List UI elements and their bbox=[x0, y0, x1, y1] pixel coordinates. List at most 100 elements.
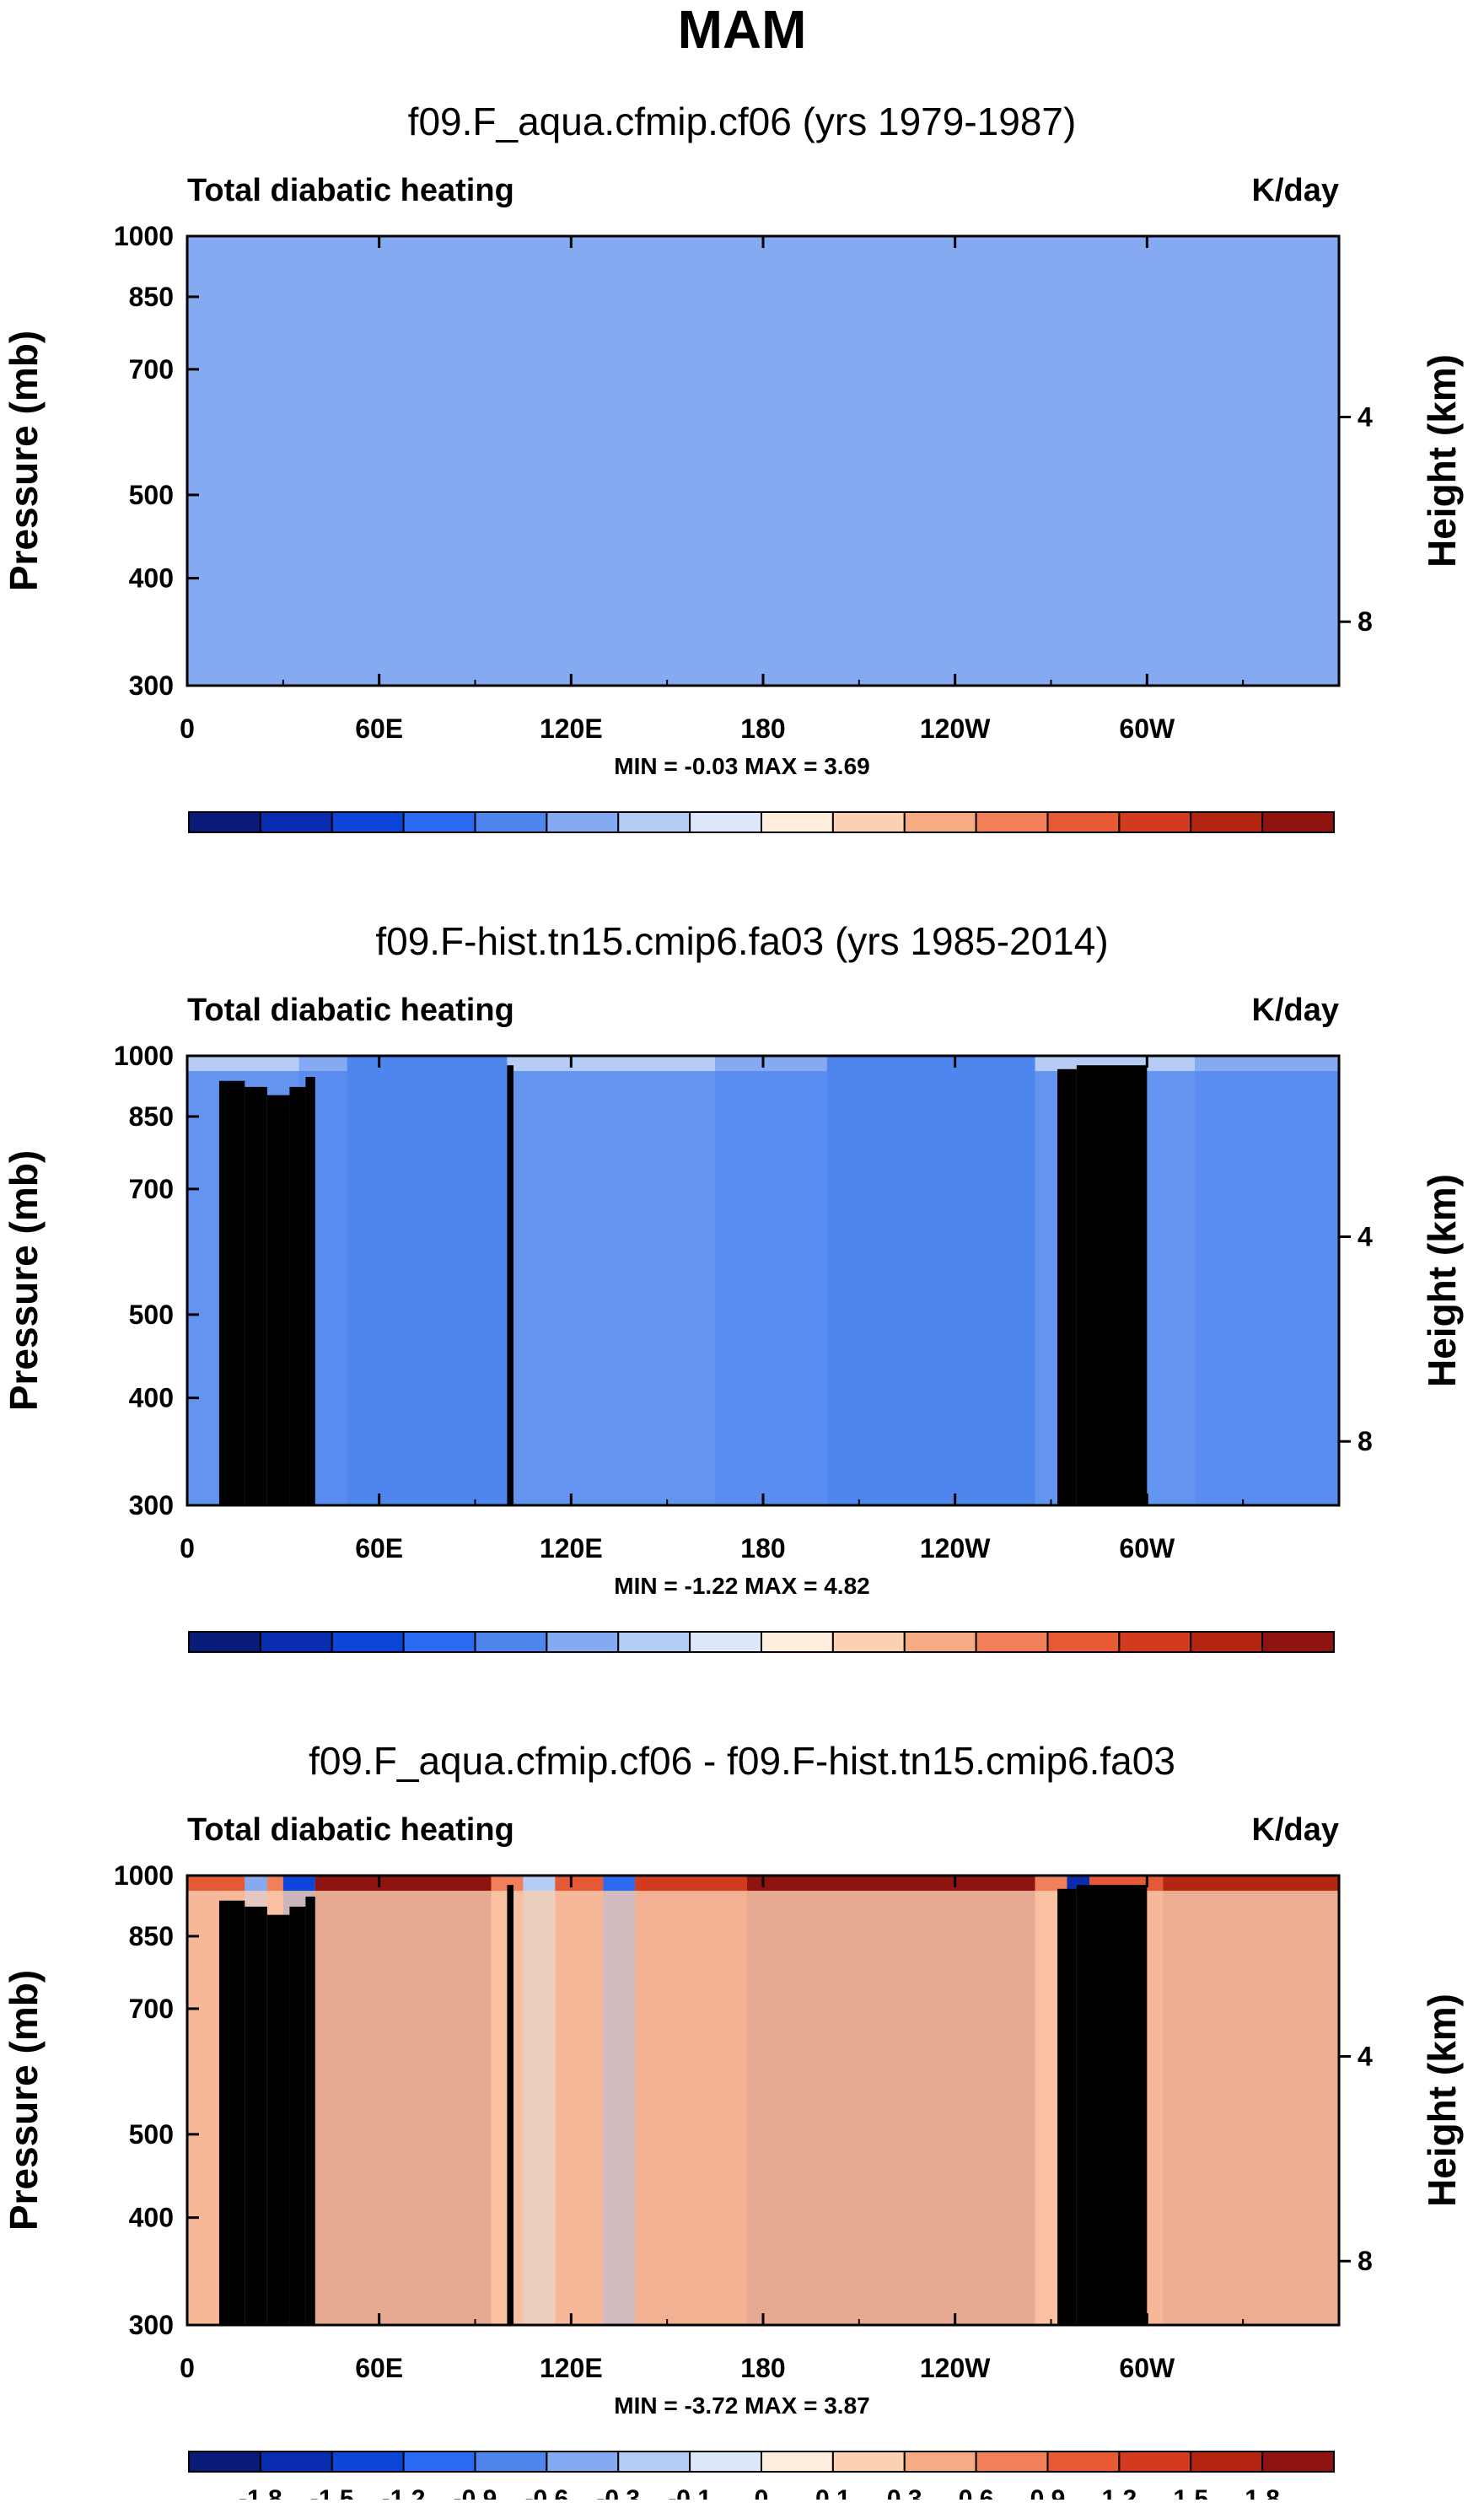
chart-1-y-tick-label: 400 bbox=[129, 563, 174, 594]
chart-2-y-tick-label: 1000 bbox=[114, 1041, 174, 1071]
chart-1-colorbar-box-15 bbox=[1190, 811, 1264, 833]
chart-2-x-tick-label: 60E bbox=[355, 1533, 403, 1563]
chart-3-y-tick-label: 1000 bbox=[114, 1860, 174, 1891]
chart-1-colorbar-box-16 bbox=[1261, 811, 1335, 833]
chart-2-colorbar-box-3 bbox=[331, 1631, 405, 1653]
chart-1-y-tick-label: 700 bbox=[129, 354, 174, 385]
chart-2-x-tick-label: 0 bbox=[180, 1533, 195, 1563]
chart-3-colorbar-label: 1.8 bbox=[1245, 2485, 1280, 2500]
chart-2-boundary-layer bbox=[187, 1071, 1339, 1505]
chart-2-topography-mask-1 bbox=[218, 1080, 245, 1505]
chart-3-colorbar-box-12 bbox=[975, 2451, 1049, 2473]
chart-1-colorbar-box-14 bbox=[1118, 811, 1192, 833]
chart-3-colorbar-box-1 bbox=[188, 2451, 261, 2473]
chart-3-colorbar-box-16 bbox=[1261, 2451, 1335, 2473]
chart-3-colorbar-box-9 bbox=[761, 2451, 834, 2473]
chart-2-colorbar-box-16 bbox=[1261, 1631, 1335, 1653]
chart-2-y-tick-label: 500 bbox=[129, 1300, 174, 1330]
chart-3-min-max-note: MIN = -3.72 MAX = 3.87 bbox=[614, 2392, 869, 2419]
chart-1-y2-tick-label: 8 bbox=[1358, 606, 1373, 637]
chart-2-colorbar-box-1 bbox=[188, 1631, 261, 1653]
chart-2-y-tick-label: 700 bbox=[129, 1174, 174, 1204]
chart-1-colorbar-box-6 bbox=[546, 811, 620, 833]
chart-2-topography-mask-5 bbox=[305, 1077, 315, 1505]
chart-1-y-tick-label: 300 bbox=[129, 670, 174, 701]
chart-3-colorbar-box-6 bbox=[546, 2451, 620, 2473]
chart-3-colorbar-label: -1.8 bbox=[239, 2485, 282, 2500]
chart-3-colorbar-label: 0.1 bbox=[815, 2485, 851, 2500]
chart-3-variable-label: Total diabatic heating bbox=[187, 1812, 514, 1848]
chart-3-colorbar-label: -0.3 bbox=[596, 2485, 640, 2500]
chart-3-boundary-layer bbox=[187, 1891, 1339, 2325]
chart-2-colorbar-box-7 bbox=[617, 1631, 691, 1653]
chart-3-topography-mask-2 bbox=[245, 1906, 267, 2325]
chart-1-y2-tick-label: 4 bbox=[1358, 401, 1373, 432]
chart-1-colorbar-box-7 bbox=[617, 811, 691, 833]
chart-1-colorbar-box-13 bbox=[1046, 811, 1121, 833]
chart-1-y-tick-label: 500 bbox=[129, 480, 174, 510]
chart-2-colorbar-box-5 bbox=[474, 1631, 548, 1653]
chart-1-x-tick-label: 60E bbox=[355, 713, 403, 744]
chart-3-colorbar-label: 0 bbox=[755, 2485, 769, 2500]
chart-2-colorbar-box-11 bbox=[903, 1631, 977, 1653]
chart-panel-1: f09.F_aqua.cfmip.cf06 (yrs 1979-1987) Tot… bbox=[0, 84, 1484, 843]
chart-1-y-tick-label: 1000 bbox=[114, 221, 174, 251]
chart-2-topography-mask-4 bbox=[289, 1086, 306, 1505]
chart-3-colorbar-label: -1.2 bbox=[382, 2485, 426, 2500]
chart-2-min-max-note: MIN = -1.22 MAX = 4.82 bbox=[614, 1573, 869, 1599]
chart-2-x-tick-label: 180 bbox=[740, 1533, 785, 1563]
chart-1-colorbar-box-8 bbox=[689, 811, 762, 833]
chart-3-title: f09.F_aqua.cfmip.cf06 - f09.F-hist.tn15.… bbox=[309, 1739, 1175, 1783]
chart-3-y-tick-label: 400 bbox=[129, 2203, 174, 2233]
chart-1-colorbar-box-10 bbox=[831, 811, 906, 833]
chart-3-topography-mask-1 bbox=[218, 1900, 245, 2325]
chart-1-title: f09.F_aqua.cfmip.cf06 (yrs 1979-1987) bbox=[408, 100, 1077, 143]
chart-2-y-axis-title: Pressure (mb) bbox=[2, 1150, 46, 1411]
chart-3-colorbar-label: 1.2 bbox=[1102, 2485, 1137, 2500]
chart-3-y2-axis-title: Height (km) bbox=[1420, 1994, 1464, 2207]
chart-3-colorbar-label: 0.9 bbox=[1030, 2485, 1066, 2500]
chart-3-colorbar-box-4 bbox=[402, 2451, 476, 2473]
chart-1-x-tick-label: 60W bbox=[1119, 713, 1175, 744]
chart-2-colorbar-box-10 bbox=[831, 1631, 906, 1653]
chart-1-x-tick-label: 120W bbox=[920, 713, 991, 744]
chart-2-y2-tick-label: 8 bbox=[1358, 1426, 1373, 1456]
chart-2-colorbar-box-2 bbox=[259, 1631, 333, 1653]
chart-2-colorbar-box-8 bbox=[689, 1631, 762, 1653]
chart-3-colorbar-box-5 bbox=[474, 2451, 548, 2473]
heatmap-chart-3: f09.F_aqua.cfmip.cf06 - f09.F-hist.tn15.… bbox=[2, 1739, 1464, 2500]
chart-3-y-axis-title: Pressure (mb) bbox=[2, 1970, 46, 2231]
chart-3-colorbar-box-7 bbox=[617, 2451, 691, 2473]
chart-1-colorbar-box-11 bbox=[903, 811, 977, 833]
chart-3-colorbar-box-10 bbox=[831, 2451, 906, 2473]
chart-3-topography-mask-8 bbox=[1076, 1885, 1148, 2325]
chart-2-colorbar-box-6 bbox=[546, 1631, 620, 1653]
chart-3-y-tick-label: 700 bbox=[129, 1994, 174, 2024]
heatmap-chart-1: f09.F_aqua.cfmip.cf06 (yrs 1979-1987) Tot… bbox=[2, 100, 1464, 833]
chart-3-topography-mask-6 bbox=[507, 1885, 514, 2325]
chart-3-x-tick-label: 120W bbox=[920, 2353, 991, 2383]
chart-3-y-tick-label: 500 bbox=[129, 2119, 174, 2150]
chart-1-y-axis-title: Pressure (mb) bbox=[2, 331, 46, 591]
chart-1-plot-background bbox=[187, 236, 1339, 686]
chart-3-colorbar-label: -0.9 bbox=[454, 2485, 497, 2500]
chart-3-colorbar-label: -0.6 bbox=[525, 2485, 569, 2500]
chart-1-y2-axis-title: Height (km) bbox=[1420, 354, 1464, 568]
chart-1-colorbar-box-1 bbox=[188, 811, 261, 833]
chart-panel-3: f09.F_aqua.cfmip.cf06 - f09.F-hist.tn15.… bbox=[0, 1724, 1484, 2500]
chart-3-y2-tick-label: 8 bbox=[1358, 2246, 1373, 2276]
chart-3-colorbar-label: -1.5 bbox=[310, 2485, 354, 2500]
chart-2-y-tick-label: 300 bbox=[129, 1490, 174, 1520]
chart-3-topography-mask-7 bbox=[1057, 1888, 1077, 2325]
chart-2-topography-mask-6 bbox=[507, 1065, 514, 1505]
chart-1-colorbar-box-4 bbox=[402, 811, 476, 833]
chart-2-colorbar-box-9 bbox=[761, 1631, 834, 1653]
chart-3-colorbar-label: -0.1 bbox=[668, 2485, 712, 2500]
chart-1-colorbar-box-5 bbox=[474, 811, 548, 833]
chart-3-y-tick-label: 300 bbox=[129, 2310, 174, 2340]
chart-3-units-label: K/day bbox=[1252, 1812, 1339, 1848]
chart-2-topography-mask-7 bbox=[1057, 1068, 1077, 1505]
chart-1-y-tick-label: 850 bbox=[129, 282, 174, 312]
chart-2-topography-mask-8 bbox=[1076, 1065, 1148, 1505]
chart-1-colorbar-box-2 bbox=[259, 811, 333, 833]
